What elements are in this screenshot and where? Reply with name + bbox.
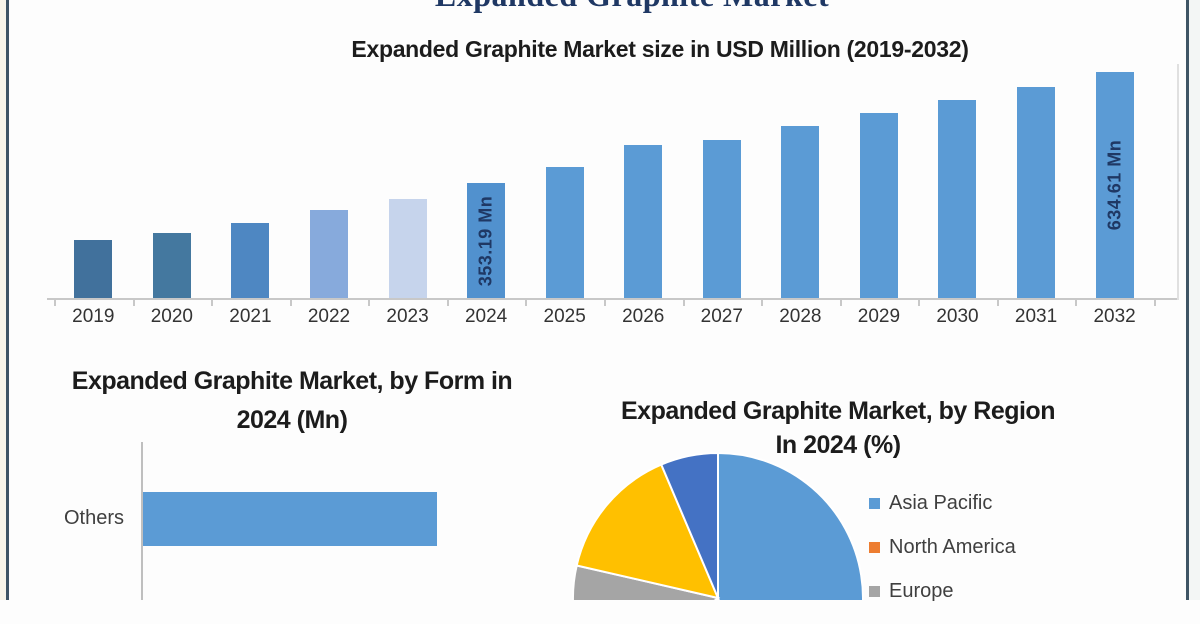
bar-slot-2021 [211, 64, 290, 298]
region-chart-title-line1: Expanded Graphite Market, by Region [621, 397, 1055, 425]
x-axis-line [47, 298, 1178, 300]
form-category-label: Others [63, 507, 124, 529]
form-chart-title-line1: Expanded Graphite Market, by Form in [71, 367, 513, 395]
bar-2029 [859, 112, 898, 298]
axis-tick [761, 300, 764, 306]
x-label-2021: 2021 [229, 306, 272, 327]
axis-tick [211, 300, 214, 306]
legend-marker [869, 585, 880, 597]
axis-tick [682, 300, 685, 306]
bar-slot-2029 [840, 64, 919, 298]
market-size-bars: 353.19 Mn 634.61 Mn [54, 64, 1154, 298]
axis-tick [54, 300, 56, 306]
x-label-2029: 2029 [857, 306, 901, 327]
region-pie [572, 451, 864, 600]
market-size-chart-title: Expanded Graphite Market size in USD Mil… [351, 36, 969, 62]
legend-label: North America [889, 535, 1016, 558]
bar-2019 [74, 240, 113, 298]
form-bar-others [143, 492, 437, 546]
page-title: Expanded Graphite Market [132, 0, 1132, 11]
bar-2032: 634.61 Mn [1095, 72, 1134, 298]
axis-tick [289, 300, 292, 306]
bar-2020 [152, 232, 191, 298]
axis-tick [1075, 300, 1078, 306]
bar-slot-2023 [368, 64, 447, 298]
legend-label: Asia Pacific [889, 491, 993, 514]
legend-marker [869, 541, 880, 553]
bar-2023 [388, 198, 427, 298]
bar-2021 [231, 222, 270, 298]
x-label-2023: 2023 [386, 306, 429, 327]
bar-2026 [624, 145, 663, 298]
bar-slot-2025 [525, 64, 604, 298]
x-label-2019: 2019 [72, 306, 115, 327]
frame-border-right [1186, 0, 1189, 600]
x-label-2032: 2032 [1093, 306, 1136, 327]
x-label-2025: 2025 [543, 306, 586, 327]
frame-border-left [6, 0, 9, 600]
region-chart-title: Expanded Graphite Market, by Region In 2… [588, 394, 1088, 462]
bar-slot-2019 [54, 64, 133, 298]
region-chart-title-line2: In 2024 (%) [775, 431, 901, 459]
frame-strip-right [1189, 0, 1200, 600]
bar-slot-2027 [683, 64, 762, 298]
x-label-2026: 2026 [622, 306, 665, 327]
pie-slice-unlabeled-3 [575, 463, 720, 600]
axis-tick [368, 300, 371, 306]
infographic-page: { "page": { "main_title": "Expanded Grap… [0, 0, 1200, 602]
legend-item-asia-pacific: Asia Pacific [869, 492, 1016, 514]
bar-slot-2024: 353.19 Mn [447, 64, 526, 298]
data-label-2024: 353.19 Mn [475, 195, 496, 286]
x-label-2022: 2022 [307, 306, 351, 327]
region-legend: Asia Pacific North America Europe [869, 492, 1016, 624]
bar-2022 [309, 210, 348, 298]
axis-tick [525, 300, 528, 306]
frame-strip-left [0, 0, 6, 600]
bar-2028 [781, 126, 820, 298]
axis-tick [446, 300, 449, 306]
x-axis-labels: 2019 2020 2021 2022 2023 2024 2025 2026 2027 2028… [54, 306, 1154, 328]
data-label-2032: 634.61 Mn [1104, 139, 1125, 231]
bar-slot-2020 [133, 64, 212, 298]
pie-slice-asia-pacific [717, 451, 864, 600]
bar-2024: 353.19 Mn [467, 183, 506, 298]
bar-2030 [938, 99, 977, 298]
x-label-2028: 2028 [779, 306, 822, 327]
bar-2025 [545, 166, 584, 298]
bar-2031 [1017, 86, 1056, 298]
axis-tick [604, 300, 606, 306]
x-label-2031: 2031 [1014, 306, 1058, 327]
legend-item-europe: Europe [869, 580, 1016, 602]
x-label-2020: 2020 [150, 306, 193, 327]
legend-label: Europe [889, 579, 954, 602]
form-chart-title-line2: 2024 (Mn) [236, 406, 348, 434]
bar-slot-2030 [918, 64, 997, 298]
pie-slice-unlabeled-4 [659, 451, 719, 599]
axis-tick [996, 300, 999, 306]
bar-slot-2031 [997, 64, 1076, 298]
form-chart-y-axis-line [141, 442, 143, 600]
pie-slice-europe [572, 564, 721, 600]
x-axis-ticks [54, 300, 1156, 306]
form-chart-title: Expanded Graphite Market, by Form in 202… [42, 362, 542, 440]
bar-2027 [702, 139, 741, 298]
bar-slot-2028 [761, 64, 840, 298]
bar-slot-2026 [604, 64, 683, 298]
legend-item-north-america: North America [869, 536, 1016, 558]
bar-slot-2022 [290, 64, 369, 298]
bar-slot-2032: 634.61 Mn [1075, 64, 1154, 298]
axis-tick [839, 300, 842, 306]
legend-marker [869, 497, 880, 509]
axis-tick [1154, 300, 1156, 306]
axis-tick [132, 300, 135, 306]
axis-tick [918, 300, 921, 306]
x-label-2027: 2027 [700, 306, 743, 327]
plot-area-right-border [1177, 64, 1179, 300]
x-label-2024: 2024 [464, 306, 508, 327]
x-label-2030: 2030 [936, 306, 979, 327]
